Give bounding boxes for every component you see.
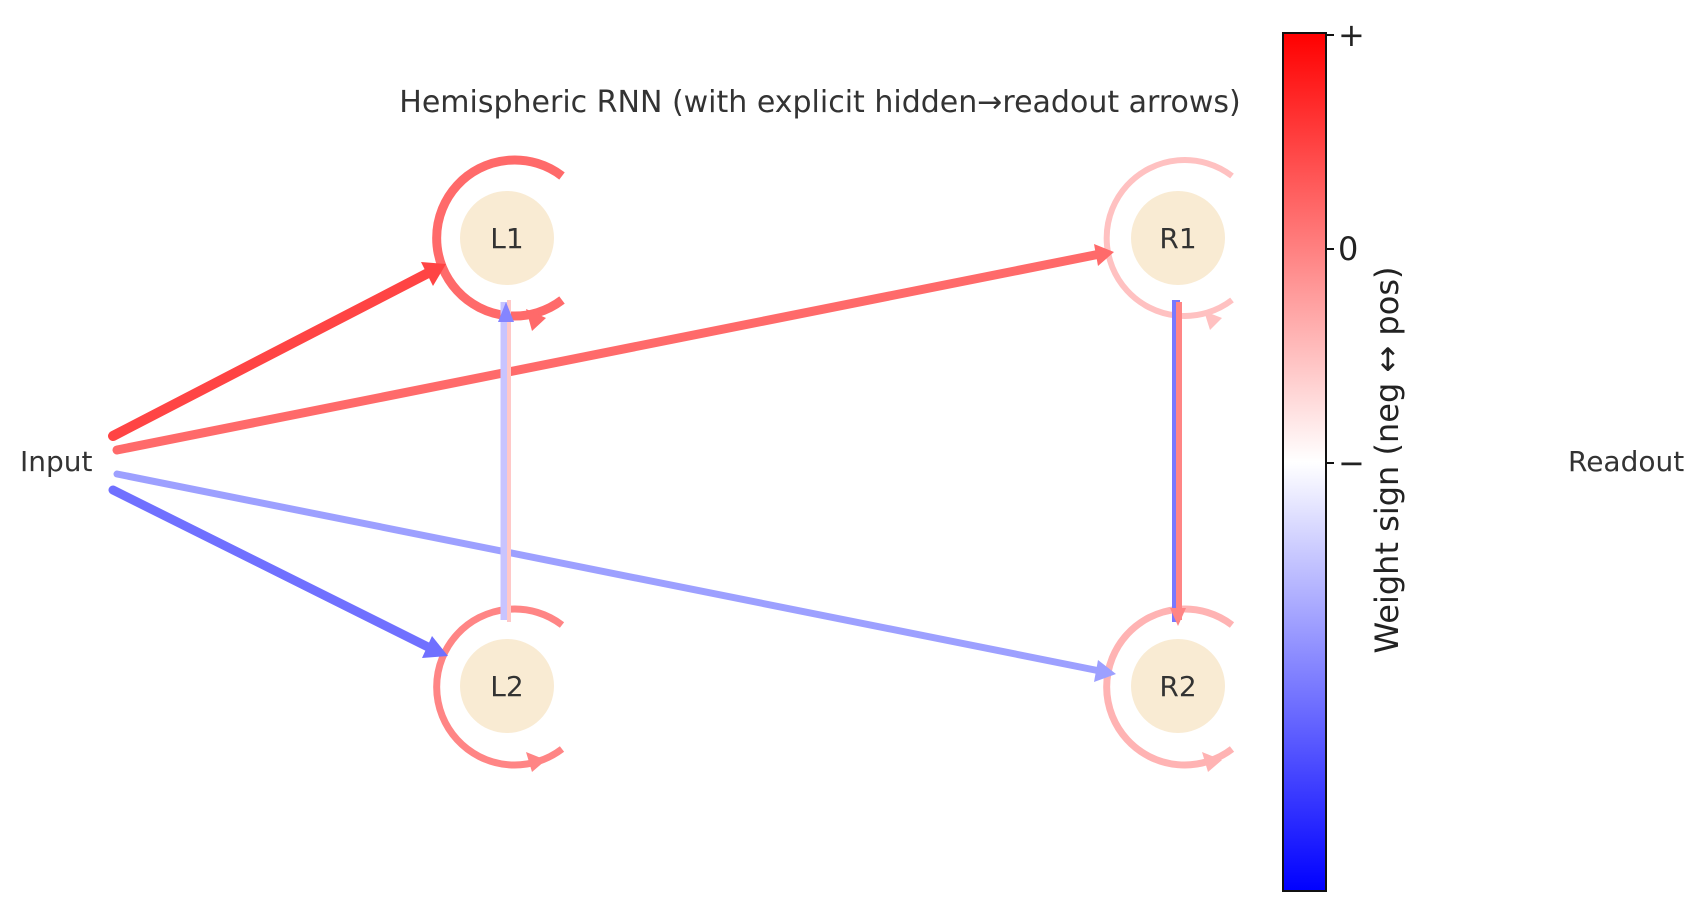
edge-input-r2 [113, 470, 1104, 675]
self-loop-l2 [433, 605, 565, 769]
self-loop-l2-arrowhead [526, 752, 546, 772]
self-loop-r1 [1103, 157, 1234, 319]
self-loop-l1-arrowhead [526, 309, 546, 331]
edge-input-l2-arrowhead [422, 636, 448, 658]
edge-r1-r2-arrowhead [1170, 608, 1186, 626]
edge-l2-l1-arrowhead [498, 302, 514, 322]
node-l2[interactable]: L2 [460, 639, 554, 733]
node-r2-label: R2 [1159, 670, 1196, 703]
colorbar-tick-label-minus: − [1338, 444, 1365, 482]
diagram-title: Hemispheric RNN (with explicit hidden→re… [399, 85, 1240, 120]
node-r1-label: R1 [1159, 222, 1196, 255]
input-label: Input [20, 445, 93, 478]
colorbar-tick-label-plus: + [1338, 16, 1365, 54]
node-r2[interactable]: R2 [1131, 639, 1225, 733]
node-l1[interactable]: L1 [460, 191, 554, 285]
edge-input-l1 [108, 267, 435, 441]
self-loop-r1-arrowhead [1204, 311, 1222, 330]
edge-input-r1 [112, 249, 1105, 455]
readout-label: Readout [1568, 445, 1684, 478]
node-r1[interactable]: R1 [1131, 191, 1225, 285]
colorbar-label: Weight sign (neg ↔ pos) [1368, 267, 1406, 654]
colorbar-tick-label-zero: 0 [1338, 230, 1358, 268]
colorbar [1282, 32, 1327, 892]
edge-input-l2 [108, 485, 435, 653]
node-l2-label: L2 [490, 670, 523, 703]
node-l1-label: L1 [490, 222, 523, 255]
self-loop-l1 [432, 155, 565, 321]
edge-input-r2-arrowhead [1094, 660, 1116, 682]
self-loop-r2-arrowhead [1202, 752, 1222, 772]
edge-input-r1-arrowhead [1094, 244, 1114, 266]
edge-input-l1-arrowhead [421, 262, 446, 286]
